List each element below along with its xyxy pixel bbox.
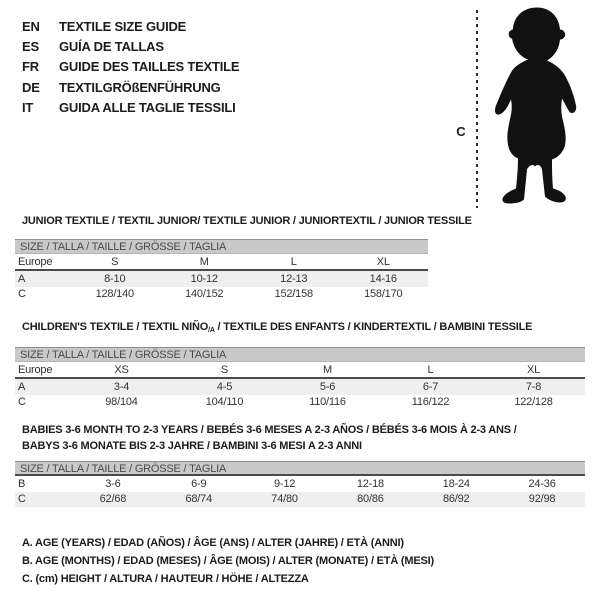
children-size-table: SIZE / TALLA / TAILLE / GRÖSSE / TAGLIA … (15, 347, 585, 410)
table-cell: 7-8 (525, 380, 542, 393)
row-label: A (18, 380, 26, 393)
legend-line-b: B. AGE (MONTHS) / EDAD (MESES) / ÂGE (MO… (22, 555, 434, 567)
column-header: L (427, 363, 434, 376)
measurement-legend: A. AGE (YEARS) / EDAD (AÑOS) / ÂGE (ANS)… (22, 537, 434, 591)
guide-title-de: TEXTILGRÖßENFÜHRUNG (59, 79, 221, 95)
table-cell: 152/158 (274, 288, 314, 301)
language-code: FR (22, 59, 39, 75)
language-code: ES (22, 39, 39, 55)
table-cell: 98/104 (105, 396, 138, 409)
babies-size-header-bar: SIZE / TALLA / TAILLE / GRÖSSE / TAGLIA (15, 461, 585, 476)
region-label: Europe (18, 363, 53, 376)
table-row-age: A 3-4 4-5 5-6 6-7 7-8 (15, 379, 585, 395)
table-cell: 9-12 (273, 477, 296, 490)
height-measure-dotted-line (476, 10, 478, 208)
column-header: S (220, 363, 229, 376)
table-row-height: C 62/68 68/74 74/80 80/86 86/92 92/98 (15, 491, 585, 507)
table-cell: 116/122 (411, 396, 450, 409)
table-cell: 18-24 (442, 477, 470, 490)
column-header: M (323, 363, 332, 376)
guide-title-it: GUIDA ALLE TAGLIE TESSILI (59, 100, 236, 116)
language-code: EN (22, 18, 40, 34)
column-header: XL (526, 363, 541, 376)
row-label: A (18, 272, 26, 285)
babies-title-line2: BABYS 3-6 MONATE BIS 2-3 JAHRE / BAMBINI… (22, 439, 362, 452)
row-label: B (18, 477, 26, 490)
babies-size-table: SIZE / TALLA / TAILLE / GRÖSSE / TAGLIA … (15, 461, 585, 507)
row-label: C (18, 288, 26, 301)
language-code: IT (22, 100, 34, 116)
table-cell: 128/140 (95, 288, 135, 301)
region-label: Europe (18, 255, 53, 268)
junior-column-header-row: Europe S M L XL (15, 254, 428, 271)
language-row-it: IT GUIDA ALLE TAGLIE TESSILI (22, 98, 239, 118)
height-measure-label: C (456, 124, 466, 139)
table-cell: 140/152 (185, 288, 224, 301)
table-cell: 6-7 (422, 380, 439, 393)
table-cell: 92/98 (528, 493, 556, 506)
table-row-age-months: B 3-6 6-9 9-12 12-18 18-24 24-36 (15, 476, 585, 492)
table-cell: 6-9 (191, 477, 207, 490)
table-cell: 5-6 (319, 380, 336, 393)
guide-title-en: TEXTILE SIZE GUIDE (59, 18, 187, 34)
children-section-title: CHILDREN'S TEXTILE / TEXTIL NIÑO/A / TEX… (22, 321, 533, 334)
children-title-pre: CHILDREN'S TEXTILE / TEXTIL NIÑO (22, 321, 209, 333)
table-cell: 8-10 (104, 272, 126, 285)
children-column-header-row: Europe XS S M L XL (15, 362, 585, 379)
table-cell: 3-6 (105, 477, 121, 490)
language-code: DE (22, 79, 40, 95)
table-cell: 4-5 (216, 380, 233, 393)
table-cell: 158/170 (364, 288, 403, 301)
column-header: XS (114, 363, 129, 376)
row-label: C (18, 493, 26, 506)
guide-title-fr: GUIDE DES TAILLES TEXTILE (59, 59, 240, 75)
guide-title-es: GUÍA DE TALLAS (59, 39, 164, 55)
table-cell: 110/116 (309, 396, 346, 409)
table-cell: 12-18 (356, 477, 384, 490)
toddler-silhouette-image (495, 7, 577, 204)
table-cell: 86/92 (442, 493, 470, 506)
column-header: L (290, 255, 297, 268)
table-cell: 62/68 (99, 493, 127, 506)
legend-line-a: A. AGE (YEARS) / EDAD (AÑOS) / ÂGE (ANS)… (22, 537, 404, 549)
table-cell: 68/74 (185, 493, 212, 506)
children-title-post: / TEXTILE DES ENFANTS / KINDERTEXTIL / B… (214, 321, 533, 333)
language-row-de: DE TEXTILGRÖßENFÜHRUNG (22, 77, 239, 97)
table-row-height: C 128/140 140/152 152/158 158/170 (15, 287, 428, 303)
language-row-en: EN TEXTILE SIZE GUIDE (22, 16, 239, 36)
language-row-fr: FR GUIDE DES TAILLES TEXTILE (22, 57, 240, 77)
table-cell: 80/86 (357, 493, 384, 506)
babies-section-title: BABIES 3-6 MONTH TO 2-3 YEARS / BEBÉS 3-… (22, 423, 517, 454)
table-cell: 12-13 (280, 272, 308, 285)
junior-size-table: SIZE / TALLA / TAILLE / GRÖSSE / TAGLIA … (15, 239, 428, 302)
column-header: S (111, 255, 119, 268)
column-header: M (199, 255, 209, 268)
legend-line-c: C. (cm) HEIGHT / ALTURA / HAUTEUR / HÖHE… (22, 573, 309, 585)
table-row-age: A 8-10 10-12 12-13 14-16 (15, 271, 428, 287)
children-size-header-bar: SIZE / TALLA / TAILLE / GRÖSSE / TAGLIA (15, 347, 585, 362)
row-label: C (18, 396, 26, 409)
table-cell: 104/110 (205, 396, 244, 409)
table-row-height: C 98/104 104/110 110/116 116/122 122/128 (15, 395, 585, 411)
junior-size-header-bar: SIZE / TALLA / TAILLE / GRÖSSE / TAGLIA (15, 239, 428, 254)
babies-title-line1: BABIES 3-6 MONTH TO 2-3 YEARS / BEBÉS 3-… (22, 424, 517, 436)
table-cell: 3-4 (113, 380, 130, 393)
junior-section-title: JUNIOR TEXTILE / TEXTIL JUNIOR/ TEXTILE … (22, 215, 472, 227)
table-cell: 10-12 (190, 272, 218, 285)
children-title-subscript: /A (208, 327, 215, 334)
table-cell: 14-16 (369, 272, 397, 285)
language-row-es: ES GUÍA DE TALLAS (22, 36, 239, 56)
table-cell: 122/128 (514, 396, 553, 409)
language-title-list: EN TEXTILE SIZE GUIDE ES GUÍA DE TALLAS … (22, 16, 240, 118)
table-cell: 24-36 (528, 477, 556, 490)
table-cell: 74/80 (271, 493, 298, 506)
column-header: XL (376, 255, 390, 268)
